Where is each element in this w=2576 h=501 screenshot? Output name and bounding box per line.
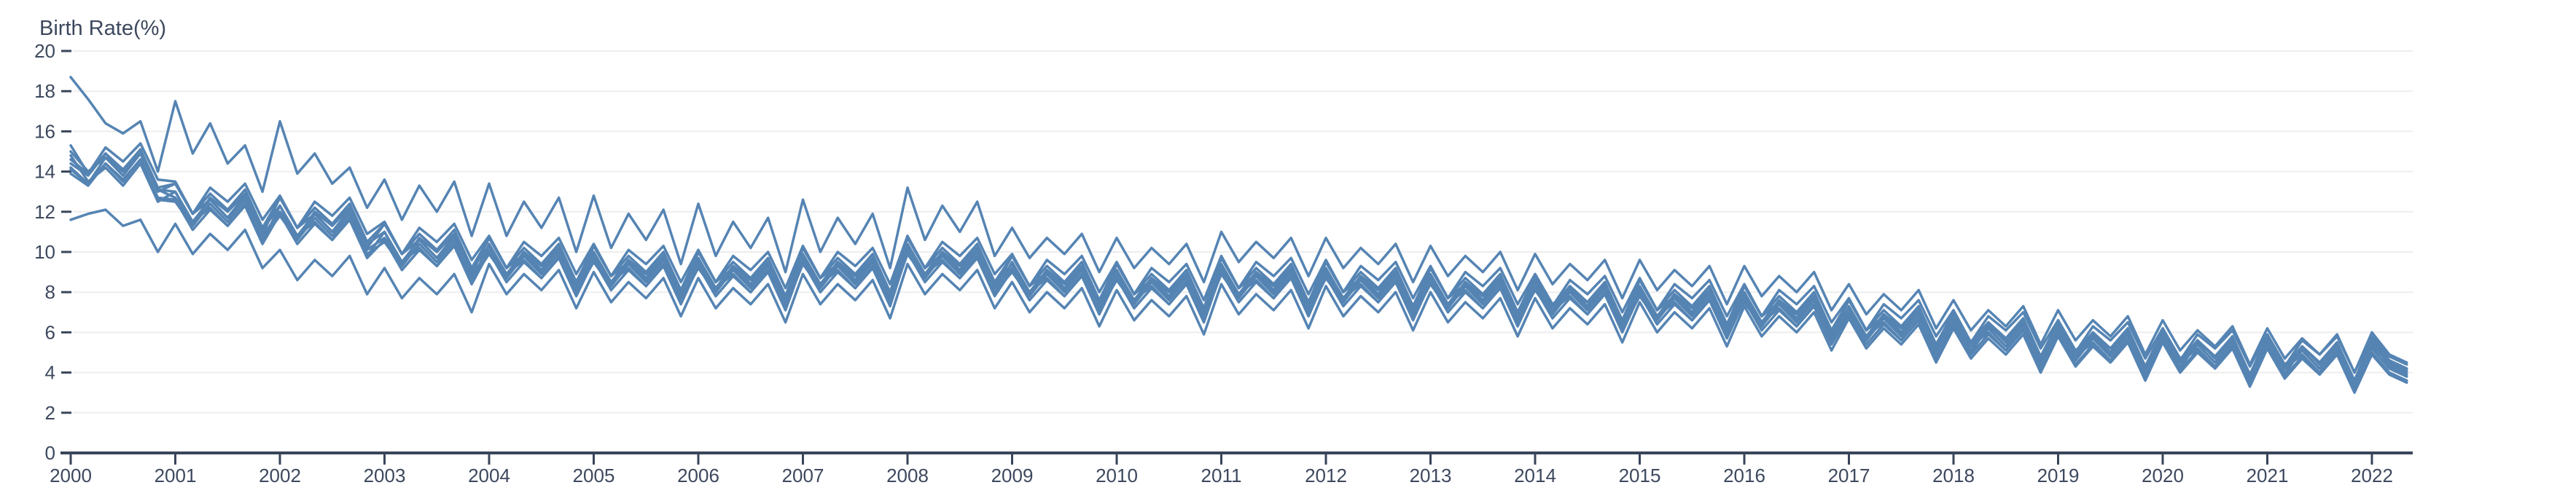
series-line-series-5 bbox=[69, 148, 2408, 384]
x-tick-label: 2013 bbox=[1410, 465, 1452, 486]
series-line-series-10 bbox=[69, 208, 2408, 394]
y-tick-label: 10 bbox=[34, 241, 55, 263]
x-tick-label: 2018 bbox=[1932, 465, 1975, 486]
x-tick-label: 2007 bbox=[782, 465, 824, 486]
y-tick-label: 4 bbox=[45, 362, 55, 384]
y-tick-label: 12 bbox=[34, 201, 55, 223]
y-tick-label: 6 bbox=[45, 321, 55, 343]
series-line-series-7 bbox=[69, 158, 2408, 392]
x-tick-label: 2017 bbox=[1828, 465, 1870, 486]
x-tick-label: 2014 bbox=[1514, 465, 1556, 486]
x-tick-label: 2021 bbox=[2247, 465, 2289, 486]
x-tick-label: 2009 bbox=[991, 465, 1034, 486]
series-line-series-9 bbox=[69, 158, 2408, 388]
series-line-series-2 bbox=[69, 148, 2408, 382]
x-tick-label: 2020 bbox=[2142, 465, 2184, 486]
y-tick-label: 18 bbox=[34, 80, 55, 102]
x-tick-label: 2003 bbox=[364, 465, 406, 486]
x-tick-label: 2001 bbox=[155, 465, 197, 486]
y-tick-label: 0 bbox=[45, 442, 55, 464]
x-tick-label: 2012 bbox=[1305, 465, 1347, 486]
x-tick-label: 2015 bbox=[1619, 465, 1661, 486]
x-tick-label: 2022 bbox=[2351, 465, 2393, 486]
x-tick-label: 2002 bbox=[259, 465, 301, 486]
x-tick-label: 2010 bbox=[1096, 465, 1138, 486]
y-axis-title: Birth Rate(%) bbox=[39, 17, 167, 40]
x-tick-label: 2006 bbox=[677, 465, 719, 486]
x-tick-label: 2005 bbox=[573, 465, 615, 486]
y-tick-label: 2 bbox=[45, 402, 55, 424]
y-tick-label: 14 bbox=[34, 161, 55, 183]
x-tick-label: 2000 bbox=[50, 465, 92, 486]
x-tick-label: 2008 bbox=[886, 465, 929, 486]
x-tick-label: 2019 bbox=[2037, 465, 2080, 486]
series-line-series-1 bbox=[69, 76, 2408, 374]
y-tick-label: 8 bbox=[45, 281, 55, 303]
x-tick-label: 2004 bbox=[468, 465, 510, 486]
x-tick-label: 2016 bbox=[1723, 465, 1765, 486]
y-tick-label: 20 bbox=[34, 40, 55, 62]
y-tick-label: 16 bbox=[34, 120, 55, 142]
x-tick-label: 2011 bbox=[1201, 465, 1242, 486]
